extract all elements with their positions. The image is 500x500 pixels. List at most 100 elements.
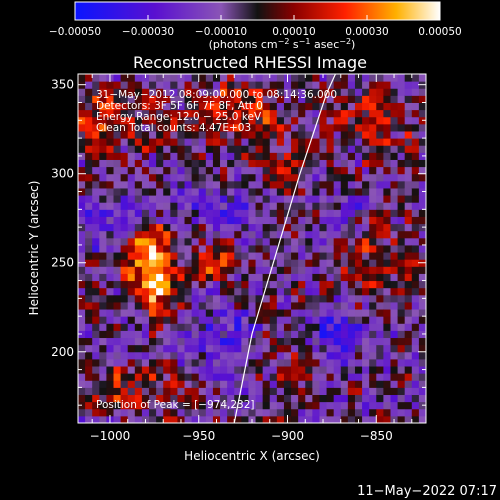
heatmap-cell <box>170 166 178 175</box>
heatmap-cell <box>127 266 136 274</box>
heatmap-cell <box>99 373 107 381</box>
heatmap-cell <box>291 316 299 324</box>
heatmap-cell <box>99 380 107 388</box>
heatmap-cell <box>212 195 221 203</box>
heatmap-cell <box>248 152 257 160</box>
heatmap-cell <box>262 323 271 331</box>
heatmap-cell <box>362 81 370 89</box>
heatmap-cell <box>255 309 264 317</box>
heatmap-cell <box>106 280 115 289</box>
heatmap-cell <box>163 330 171 339</box>
heatmap-cell <box>369 237 377 246</box>
heatmap-cell <box>191 166 200 175</box>
heatmap-cell <box>326 116 335 125</box>
heatmap-cell <box>248 280 257 289</box>
heatmap-cell <box>227 366 235 374</box>
heatmap-cell <box>347 323 356 331</box>
heatmap-cell <box>149 216 157 225</box>
heatmap-cell <box>134 330 143 339</box>
heatmap-cell <box>198 294 207 303</box>
heatmap-cell <box>418 394 426 403</box>
heatmap-cell <box>369 408 377 417</box>
heatmap-cell <box>127 394 136 403</box>
heatmap-cell <box>191 130 200 139</box>
heatmap-cell <box>369 337 377 346</box>
heatmap-cell <box>255 266 264 274</box>
heatmap-cell <box>269 358 278 367</box>
heatmap-cell <box>149 408 157 417</box>
heatmap-cell <box>376 81 384 89</box>
heatmap-cell <box>397 380 406 388</box>
heatmap-cell <box>362 152 370 160</box>
y-tick-label: 350 <box>51 78 74 92</box>
heatmap-cell <box>298 109 306 118</box>
heatmap-cell <box>177 202 186 210</box>
heatmap-cell <box>220 159 228 168</box>
heatmap-cell <box>404 373 413 381</box>
heatmap-cell <box>212 109 221 118</box>
heatmap-cell <box>127 244 136 253</box>
heatmap-cell <box>149 366 157 374</box>
heatmap-cell <box>191 316 200 324</box>
heatmap-cell <box>141 166 150 175</box>
heatmap-cell <box>184 301 193 310</box>
heatmap-cell <box>347 237 356 246</box>
heatmap-cell <box>92 316 100 324</box>
heatmap-cell <box>177 401 186 410</box>
heatmap-cell <box>383 88 391 96</box>
heatmap-cell <box>383 116 391 125</box>
heatmap-cell <box>390 394 399 403</box>
heatmap-cell <box>298 202 306 210</box>
heatmap-cell <box>198 309 207 317</box>
heatmap-cell <box>248 166 257 175</box>
heatmap-cell <box>156 130 164 139</box>
heatmap-cell <box>212 173 221 182</box>
heatmap-cell <box>269 209 278 217</box>
heatmap-cell <box>347 344 356 353</box>
heatmap-cell <box>291 116 299 125</box>
heatmap-cell <box>120 88 129 96</box>
heatmap-cell <box>92 116 100 125</box>
heatmap-cell <box>298 266 306 274</box>
heatmap-cell <box>99 88 107 96</box>
heatmap-cell <box>362 159 370 168</box>
heatmap-cell <box>177 301 186 310</box>
heatmap-cell <box>170 145 178 153</box>
heatmap-cell <box>113 130 122 139</box>
heatmap-cell <box>319 230 328 239</box>
heatmap-cell <box>191 102 200 111</box>
heatmap-cell <box>234 415 242 423</box>
heatmap-cell <box>347 180 356 189</box>
heatmap-cell <box>390 230 399 239</box>
heatmap-cell <box>149 323 157 331</box>
heatmap-cell <box>205 123 214 132</box>
heatmap-cell <box>397 88 406 96</box>
x-axis-label: Heliocentric X (arcsec) <box>184 449 320 463</box>
heatmap-cell <box>198 344 207 353</box>
heatmap-cell <box>333 287 342 296</box>
heatmap-cell <box>170 195 178 203</box>
heatmap-cell <box>362 380 370 388</box>
heatmap-cell <box>298 252 306 260</box>
heatmap-cell <box>269 280 278 289</box>
heatmap-cell <box>411 109 420 118</box>
heatmap-cell <box>78 166 86 175</box>
heatmap-cell <box>404 316 413 324</box>
heatmap-cell <box>156 230 164 239</box>
heatmap-cell <box>191 116 200 125</box>
heatmap-cell <box>333 309 342 317</box>
heatmap-cell <box>291 387 299 396</box>
heatmap-cell <box>418 237 426 246</box>
heatmap-cell <box>397 95 406 103</box>
heatmap-cell <box>291 244 299 253</box>
heatmap-cell <box>191 266 200 274</box>
heatmap-cell <box>113 209 122 217</box>
heatmap-cell <box>163 123 171 132</box>
heatmap-cell <box>234 337 242 346</box>
heatmap-cell <box>120 81 129 89</box>
heatmap-cell <box>149 195 157 203</box>
heatmap-cell <box>220 102 228 111</box>
heatmap-cell <box>397 259 406 267</box>
heatmap-cell <box>78 301 86 310</box>
heatmap-cell <box>184 209 193 217</box>
